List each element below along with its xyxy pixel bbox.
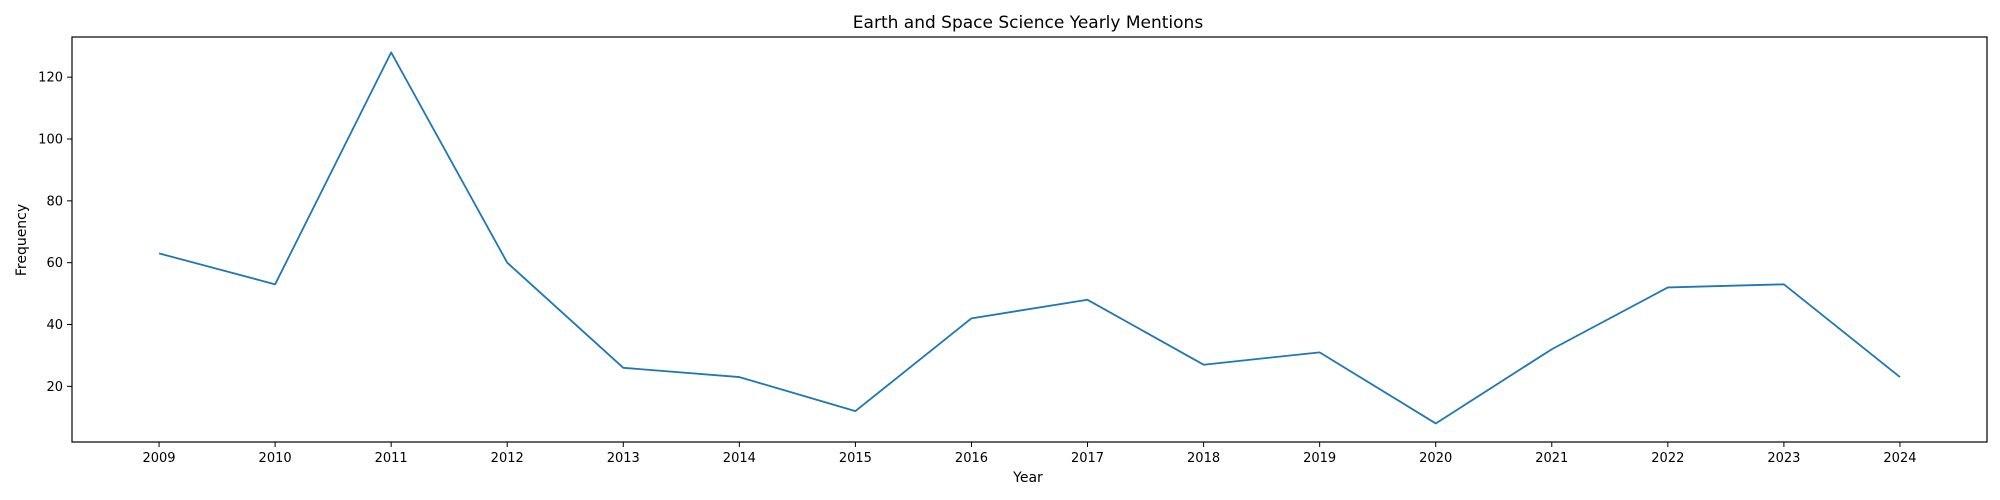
x-tick-label: 2014 [723, 451, 756, 466]
y-tick-label: 60 [46, 256, 63, 271]
y-axis-label: Frequency [14, 204, 30, 276]
x-tick-label: 2009 [142, 451, 175, 466]
plot-area-frame [71, 36, 1988, 443]
y-tick-label: 40 [46, 318, 63, 333]
x-tick-label: 2016 [955, 451, 988, 466]
x-tick-label: 2013 [607, 451, 640, 466]
x-tick-label: 2011 [375, 451, 408, 466]
series-layer [158, 51, 1901, 425]
x-tick-label: 2015 [839, 451, 872, 466]
x-tick-label: 2019 [1303, 451, 1336, 466]
y-axis: 20 40 60 80 100 120 [38, 71, 72, 395]
x-axis: 2009 2010 2011 2012 2013 2014 2015 2016 2017 2018… [142, 442, 1917, 466]
y-tick-label: 120 [38, 71, 63, 86]
x-tick-label: 2021 [1535, 451, 1568, 466]
y-tick-label: 20 [46, 380, 63, 395]
series-line [158, 51, 1901, 425]
x-tick-label: 2010 [259, 451, 292, 466]
x-tick-label: 2017 [1071, 451, 1104, 466]
x-tick-label: 2023 [1767, 451, 1800, 466]
x-tick-label: 2024 [1883, 451, 1916, 466]
y-tick-label: 100 [38, 133, 63, 148]
x-tick-label: 2022 [1651, 451, 1684, 466]
chart-title: Earth and Space Science Yearly Mentions [853, 13, 1204, 33]
x-axis-label: Year [1012, 470, 1043, 486]
x-tick-label: 2020 [1419, 451, 1452, 466]
x-tick-label: 2018 [1187, 451, 1220, 466]
x-tick-label: 2012 [491, 451, 524, 466]
y-tick-label: 80 [46, 194, 63, 209]
